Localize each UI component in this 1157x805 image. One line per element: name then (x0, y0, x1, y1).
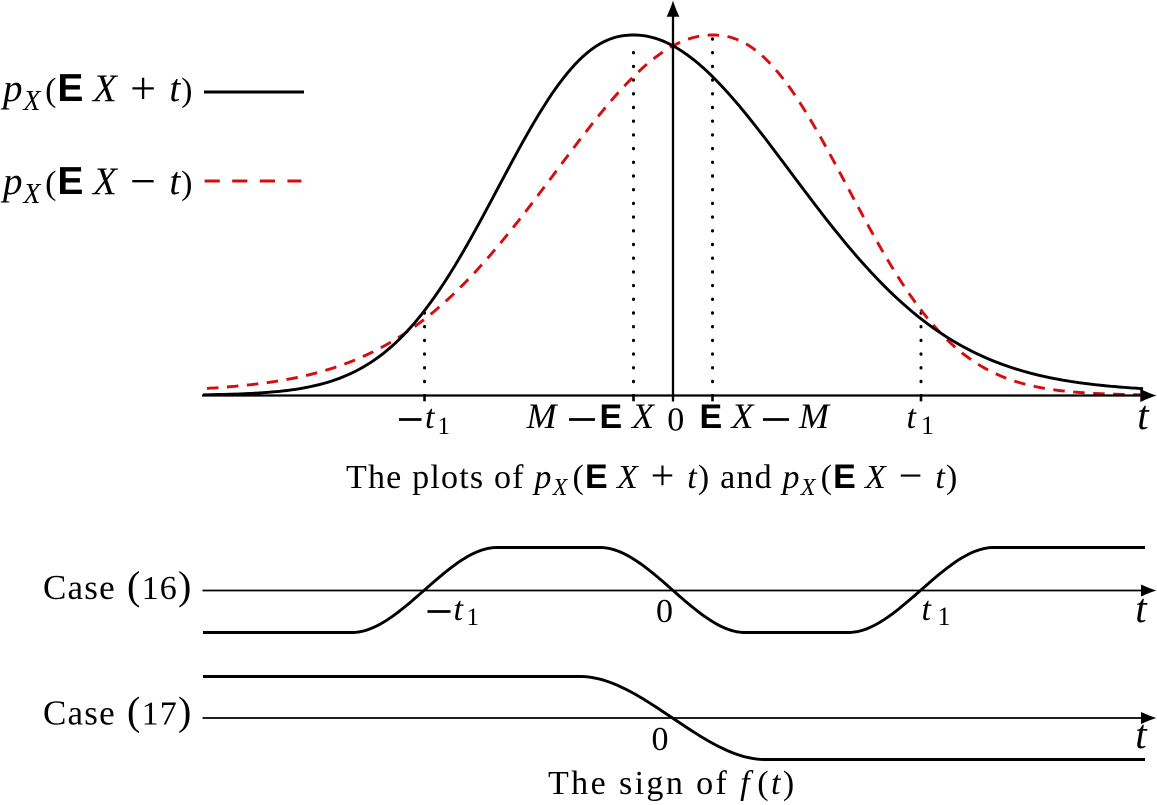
svg-text:t: t (1135, 711, 1148, 757)
svg-text:The plots of pX (E X + t) and: The plots of pX (E X + t) and pX (E X − … (346, 454, 959, 502)
svg-text:X: X (630, 396, 656, 436)
svg-text:t: t (907, 399, 918, 436)
svg-text:0: 0 (667, 402, 684, 439)
svg-text:t: t (1135, 585, 1148, 631)
svg-text:t: t (922, 591, 933, 628)
svg-text:1: 1 (438, 413, 451, 440)
svg-text:Case (16): Case (16) (43, 563, 193, 608)
svg-text:0: 0 (656, 593, 673, 630)
svg-text:M: M (526, 396, 559, 436)
svg-text:pX (E X − t): pX (E X − t) (0, 156, 193, 211)
svg-text:M: M (798, 396, 831, 436)
svg-text:1: 1 (921, 411, 934, 440)
svg-text:t: t (425, 399, 436, 436)
svg-text:1: 1 (467, 604, 480, 631)
svg-text:Case (17): Case (17) (43, 688, 193, 733)
svg-text:E: E (700, 398, 723, 436)
svg-text:t: t (1137, 392, 1150, 438)
svg-text:t: t (454, 591, 465, 628)
svg-text:The sign of f (t): The sign of f (t) (548, 765, 797, 802)
svg-text:1: 1 (938, 602, 951, 631)
svg-text:pX (E X + t): pX (E X + t) (0, 63, 193, 118)
svg-text:E: E (600, 398, 623, 436)
svg-text:0: 0 (652, 721, 669, 758)
svg-text:X: X (730, 396, 756, 436)
